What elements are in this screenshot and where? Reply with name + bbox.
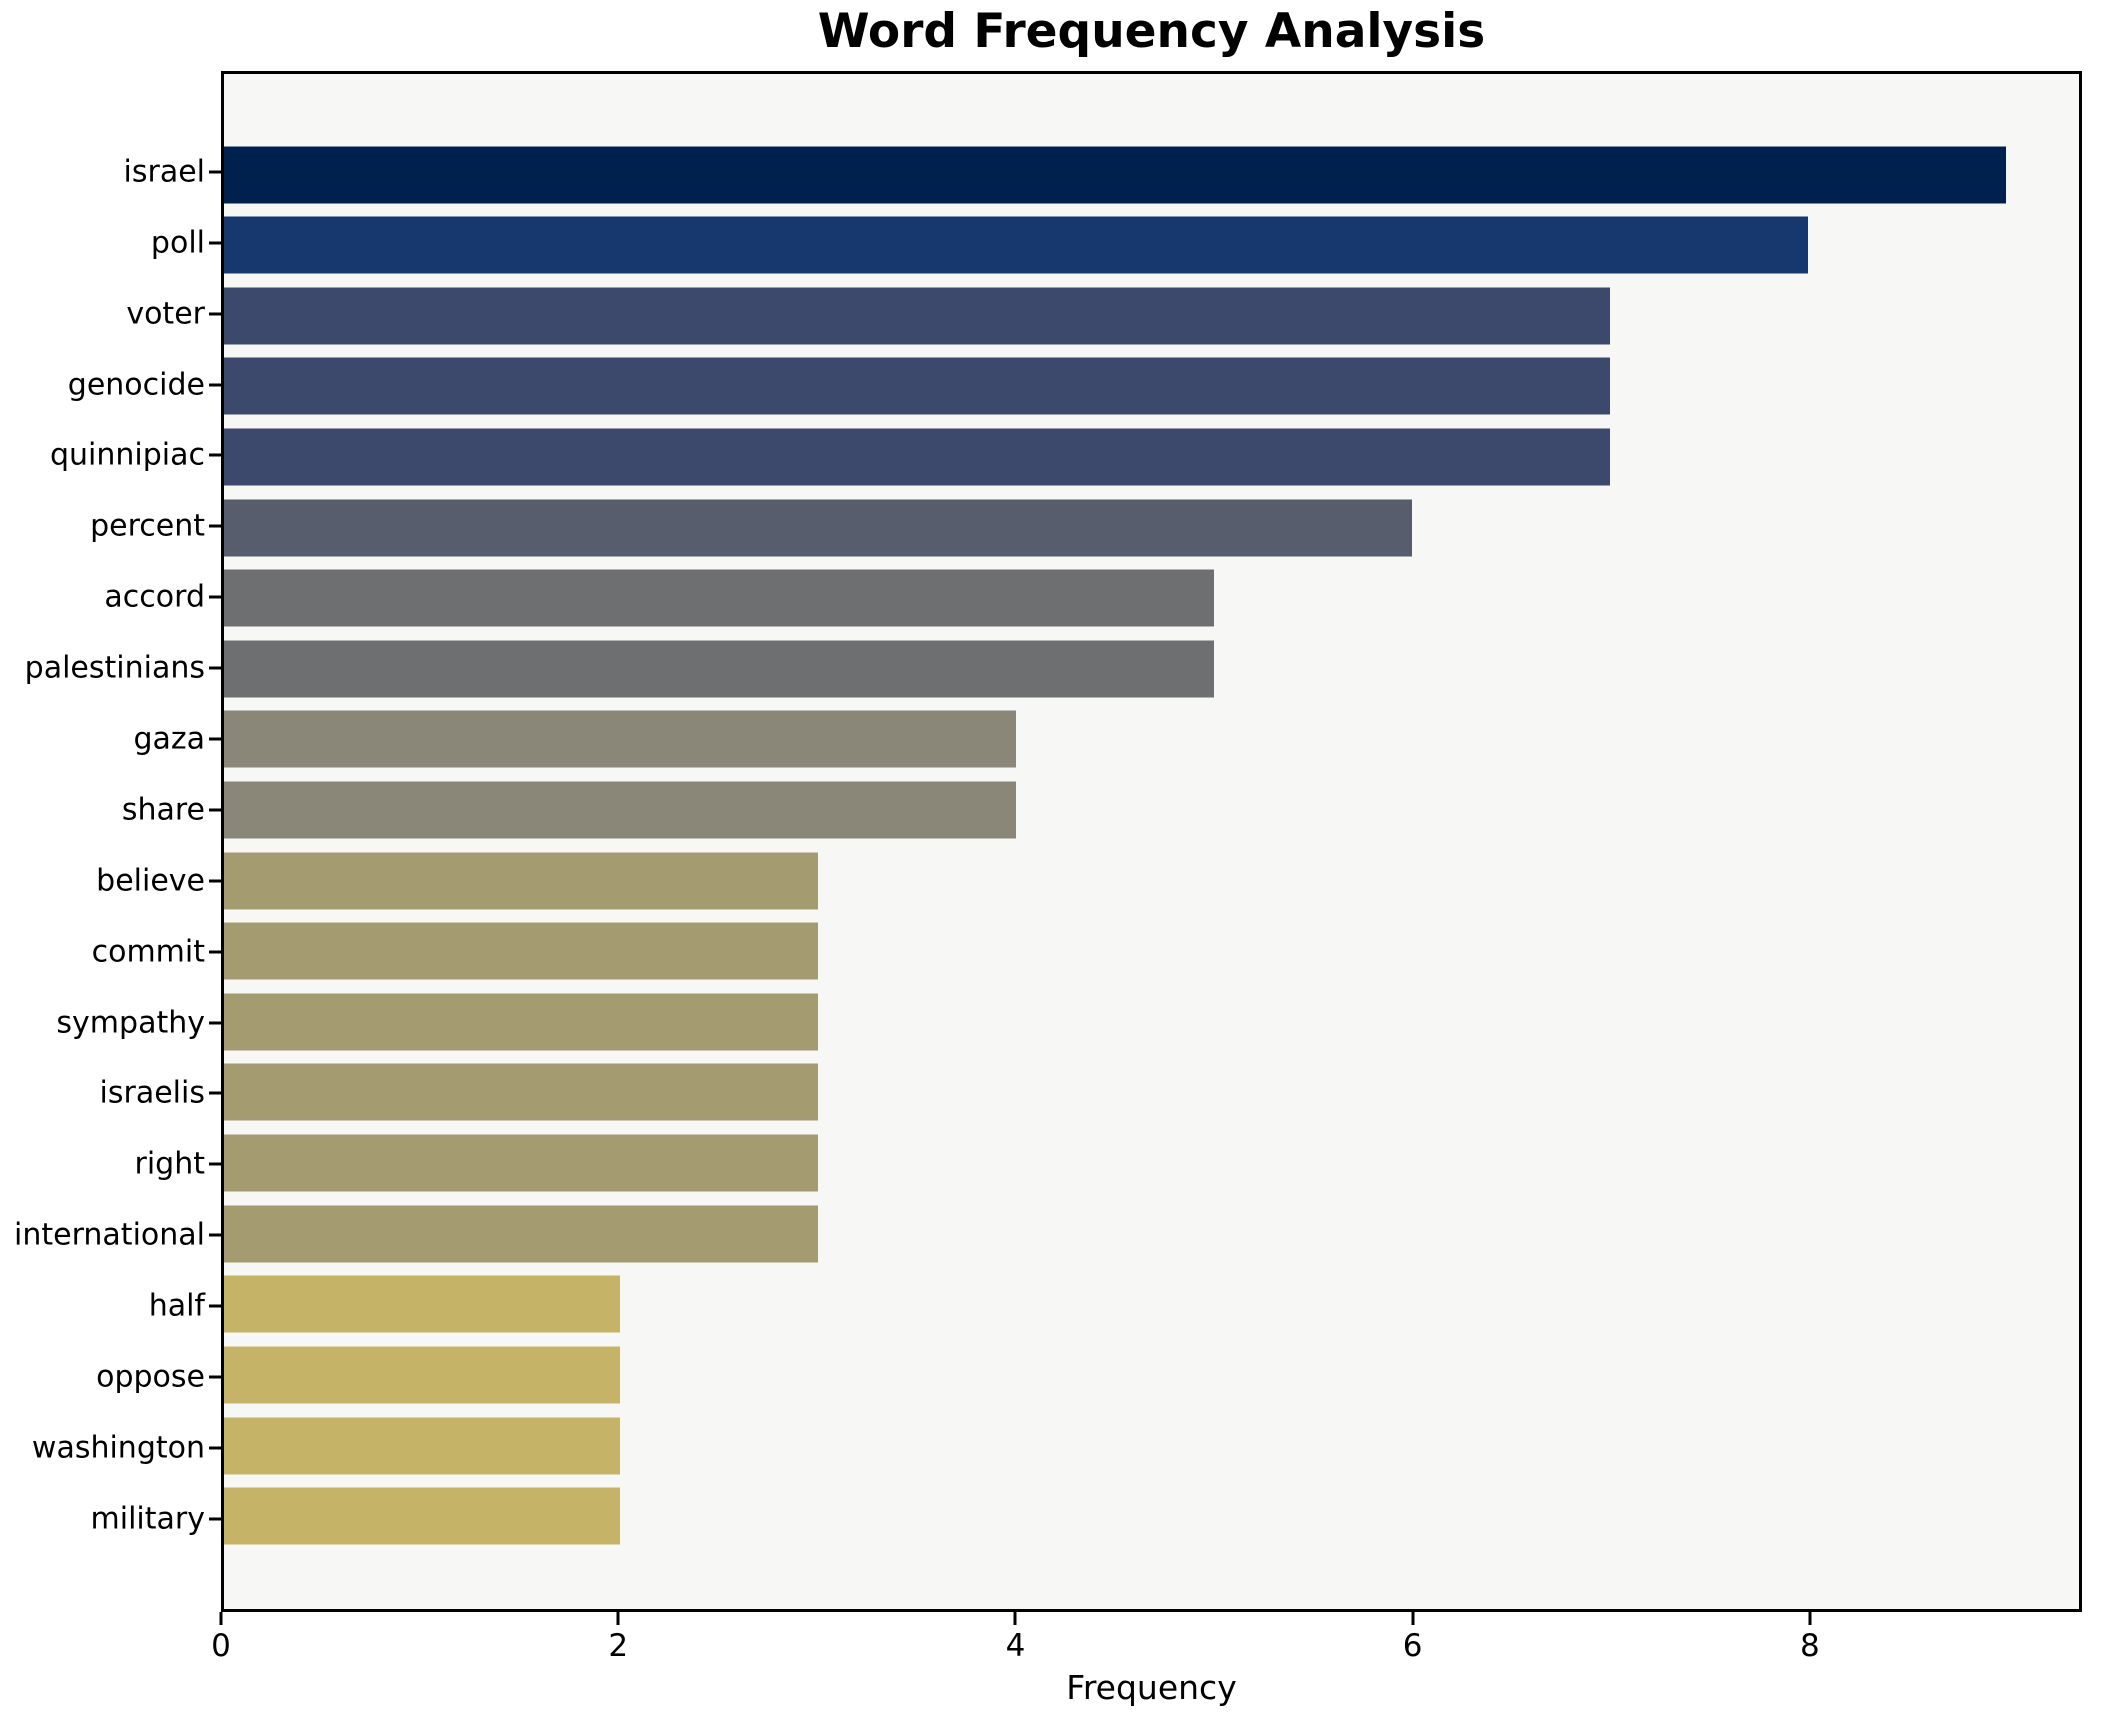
y-tick-label-share: share (121, 792, 205, 828)
y-tick-mark-voter (209, 312, 221, 316)
x-tick-label-2: 2 (608, 1628, 629, 1664)
y-tick-label-gaza: gaza (133, 721, 205, 757)
x-tick-label-0: 0 (211, 1628, 231, 1664)
x-axis-ticks (219, 1612, 2082, 1626)
x-tick-label-6: 6 (1402, 1628, 1423, 1664)
bar-share (224, 781, 1016, 839)
bar-international (224, 1205, 818, 1263)
x-tick-label-4: 4 (1005, 1628, 1026, 1664)
x-tick-mark-6 (1411, 1612, 1415, 1625)
bar-voter (224, 287, 1610, 345)
y-tick-mark-commit (209, 950, 221, 954)
y-tick-mark-believe (209, 879, 221, 883)
y-tick-mark-palestinians (209, 666, 221, 670)
x-tick-mark-4 (1013, 1612, 1017, 1625)
y-tick-label-washington: washington (31, 1430, 205, 1466)
bar-washington (224, 1417, 620, 1475)
y-tick-mark-percent (209, 524, 221, 528)
y-tick-label-believe: believe (96, 863, 205, 899)
y-tick-mark-israelis (209, 1091, 221, 1095)
y-tick-mark-poll (209, 241, 221, 245)
y-tick-label-sympathy: sympathy (56, 1005, 205, 1041)
x-tick-mark-0 (219, 1612, 223, 1625)
y-tick-mark-genocide (209, 383, 221, 387)
y-tick-mark-international (209, 1233, 221, 1237)
y-axis-labels: israel poll voter genocide quinnipiac percent… (0, 71, 205, 1612)
y-tick-label-quinnipiac: quinnipiac (49, 437, 205, 473)
y-tick-label-israelis: israelis (99, 1075, 205, 1111)
bar-half (224, 1275, 620, 1333)
y-tick-mark-military (209, 1517, 221, 1521)
x-axis-label: Frequency (1066, 1668, 1237, 1707)
y-tick-label-oppose: oppose (96, 1359, 205, 1395)
y-tick-mark-oppose (209, 1375, 221, 1379)
y-tick-mark-sympathy (209, 1021, 221, 1025)
bar-quinnipiac (224, 428, 1610, 486)
y-tick-mark-washington (209, 1446, 221, 1450)
bar-palestinians (224, 640, 1214, 698)
y-tick-label-percent: percent (90, 508, 205, 544)
bar-poll (224, 216, 1808, 274)
bar-israel (224, 146, 2006, 204)
y-tick-label-israel: israel (123, 154, 205, 190)
y-tick-label-palestinians: palestinians (24, 650, 205, 686)
y-tick-label-genocide: genocide (67, 367, 205, 403)
y-tick-mark-share (209, 808, 221, 812)
y-tick-label-poll: poll (150, 225, 205, 261)
x-axis-tick-labels: 0 2 4 6 8 (211, 1628, 2082, 1668)
bar-commit (224, 922, 818, 980)
chart-title: Word Frequency Analysis (817, 4, 1486, 59)
bar-percent (224, 499, 1412, 557)
y-tick-label-accord: accord (104, 579, 205, 615)
y-tick-mark-half (209, 1304, 221, 1308)
bar-believe (224, 852, 818, 910)
x-tick-mark-8 (1808, 1612, 1812, 1625)
bar-oppose (224, 1346, 620, 1404)
bar-sympathy (224, 993, 818, 1051)
y-tick-mark-israel (209, 170, 221, 174)
y-tick-label-military: military (90, 1501, 205, 1537)
y-tick-mark-right (209, 1162, 221, 1166)
y-tick-mark-accord (209, 595, 221, 599)
x-tick-label-8: 8 (1800, 1628, 1820, 1664)
bar-accord (224, 569, 1214, 627)
y-tick-mark-quinnipiac (209, 453, 221, 457)
y-axis-ticks (209, 71, 221, 1612)
bar-gaza (224, 710, 1016, 768)
y-tick-label-international: international (14, 1217, 205, 1253)
bar-right (224, 1134, 818, 1192)
y-tick-mark-gaza (209, 737, 221, 741)
x-tick-mark-2 (616, 1612, 620, 1625)
y-tick-label-right: right (134, 1146, 206, 1182)
bar-military (224, 1487, 620, 1545)
bar-genocide (224, 357, 1610, 415)
bar-israelis (224, 1063, 818, 1121)
y-tick-label-commit: commit (91, 934, 205, 970)
y-tick-label-voter: voter (126, 296, 205, 332)
plot-area (221, 71, 2082, 1612)
y-tick-label-half: half (148, 1288, 205, 1324)
